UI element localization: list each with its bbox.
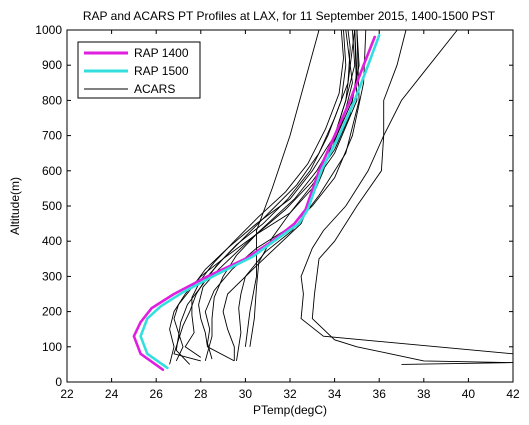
x-tick-label: 22 [60, 387, 74, 401]
y-tick-label: 300 [42, 269, 62, 283]
acars-profile-line-13 [300, 29, 514, 355]
y-axis-label: Altitude(m) [8, 177, 22, 235]
plot-area [132, 29, 514, 372]
x-axis-label: PTemp(degC) [253, 403, 327, 417]
y-tick-label: 900 [42, 58, 62, 72]
x-tick-label: 32 [283, 387, 297, 401]
x-tick-label: 30 [239, 387, 253, 401]
x-tick-label: 42 [506, 387, 520, 401]
y-tick-label: 700 [42, 129, 62, 143]
acars-profile-line-10 [236, 29, 360, 361]
rap-1500-line [139, 33, 381, 370]
acars-profile-line-6 [175, 29, 347, 365]
legend: RAP 1400 RAP 1500 ACARS [77, 41, 201, 99]
x-tick-label: 40 [462, 387, 476, 401]
x-tick-label: 24 [105, 387, 119, 401]
x-tick-label: 36 [373, 387, 387, 401]
y-tick-label: 600 [42, 164, 62, 178]
acars-profile-line-12 [249, 29, 358, 347]
legend-label-rap-1500: RAP 1500 [134, 64, 189, 78]
y-tick-label: 200 [42, 305, 62, 319]
y-tick-label: 1000 [35, 23, 62, 37]
rap-1400-line [132, 35, 377, 372]
acars-profile-line-3 [184, 29, 344, 358]
x-tick-label: 38 [417, 387, 431, 401]
acars-profile-line-4 [198, 29, 360, 362]
axis-ticks: 22 24 26 28 30 32 34 36 38 40 42 0 100 200 300 400 500 60… [35, 23, 520, 401]
acars-profile-line-11 [244, 29, 320, 347]
x-tick-label: 28 [194, 387, 208, 401]
y-tick-label: 800 [42, 93, 62, 107]
y-tick-label: 100 [42, 340, 62, 354]
x-tick-label: 26 [150, 387, 164, 401]
acars-profile-line-14 [311, 29, 514, 365]
y-tick-label: 0 [55, 375, 62, 389]
legend-label-acars: ACARS [134, 82, 175, 96]
chart-title: RAP and ACARS PT Profiles at LAX, for 11… [83, 9, 496, 23]
legend-label-rap-1400: RAP 1400 [134, 46, 189, 60]
y-tick-label: 400 [42, 234, 62, 248]
y-tick-label: 500 [42, 199, 62, 213]
x-tick-label: 34 [328, 387, 342, 401]
